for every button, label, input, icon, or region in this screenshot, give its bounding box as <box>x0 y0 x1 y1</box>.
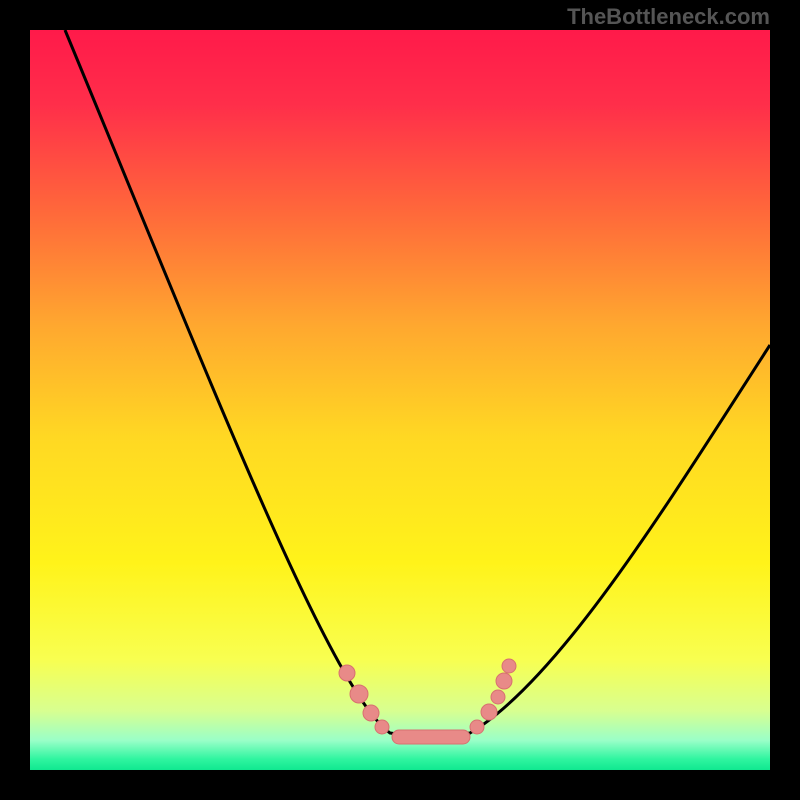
frame-edge <box>0 0 30 800</box>
marker-pill <box>392 730 470 744</box>
frame-edge <box>0 770 800 800</box>
marker-dot <box>496 673 512 689</box>
marker-dot <box>339 665 355 681</box>
marker-dot <box>502 659 516 673</box>
marker-dot <box>470 720 484 734</box>
marker-dot <box>491 690 505 704</box>
chart-container: TheBottleneck.com <box>0 0 800 800</box>
marker-dot <box>481 704 497 720</box>
gradient-background <box>30 30 770 770</box>
marker-dot <box>350 685 368 703</box>
chart-svg <box>0 0 800 800</box>
watermark-text: TheBottleneck.com <box>567 4 770 30</box>
marker-dot <box>375 720 389 734</box>
marker-dot <box>363 705 379 721</box>
frame-edge <box>770 0 800 800</box>
